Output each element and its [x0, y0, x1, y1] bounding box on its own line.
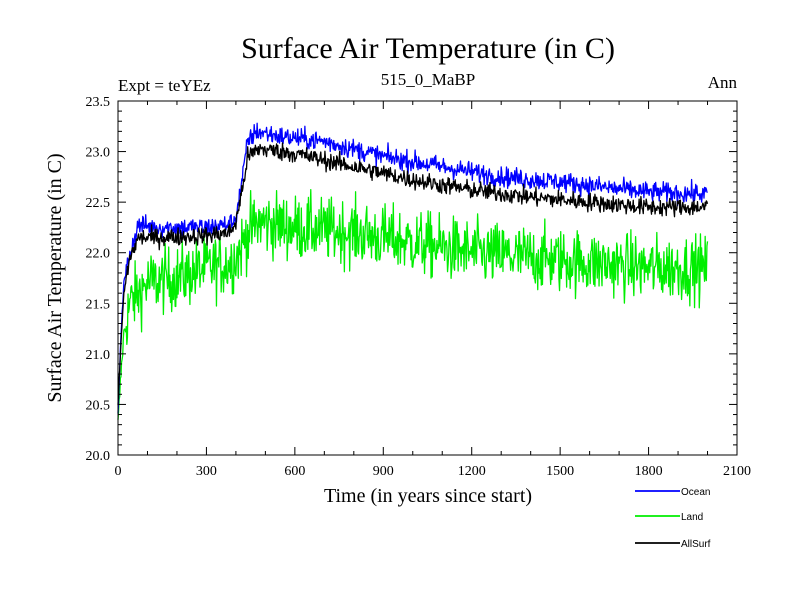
y-tick-label: 22.5	[86, 196, 111, 211]
legend-label-land: Land	[681, 512, 703, 523]
chart-title: Surface Air Temperature (in C)	[241, 32, 615, 65]
x-tick-label: 1800	[635, 464, 663, 479]
series-line-ocean	[117, 122, 708, 414]
series-line-allsurf	[117, 142, 709, 405]
series-line-land	[117, 188, 709, 420]
y-axis: 20.0 20.5 21.0 21.5 22.0 22.5 23.0 23.5	[86, 95, 737, 464]
x-tick-label: 0	[115, 464, 122, 479]
legend-label-ocean: Ocean	[681, 487, 710, 498]
x-tick-label: 300	[196, 464, 217, 479]
y-tick-label: 22.0	[86, 247, 111, 262]
y-axis-label: Surface Air Temperature (in C)	[44, 153, 66, 402]
x-tick-label: 900	[373, 464, 394, 479]
y-tick-label: 23.5	[86, 95, 111, 110]
experiment-label: Expt = teYEz	[118, 76, 211, 95]
x-axis-label: Time (in years since start)	[324, 485, 532, 507]
y-tick-label: 21.5	[86, 297, 111, 312]
legend-label-allsurf: AllSurf	[681, 539, 711, 550]
y-tick-label: 20.0	[86, 449, 111, 464]
legend: Ocean Land AllSurf	[635, 487, 711, 550]
x-tick-label: 600	[284, 464, 305, 479]
data-series	[117, 122, 709, 420]
y-tick-label: 23.0	[86, 146, 111, 161]
plot-frame	[117, 100, 738, 456]
x-axis: 0 300 600 900 1200 1500 1800 2100	[115, 101, 751, 479]
season-label: Ann	[708, 73, 738, 92]
x-tick-label: 1500	[546, 464, 574, 479]
chart-subtitle: 515_0_MaBP	[381, 70, 475, 89]
x-tick-label: 1200	[458, 464, 486, 479]
y-tick-label: 21.0	[86, 348, 111, 363]
y-tick-label: 20.5	[86, 398, 111, 413]
x-tick-label: 2100	[723, 464, 751, 479]
